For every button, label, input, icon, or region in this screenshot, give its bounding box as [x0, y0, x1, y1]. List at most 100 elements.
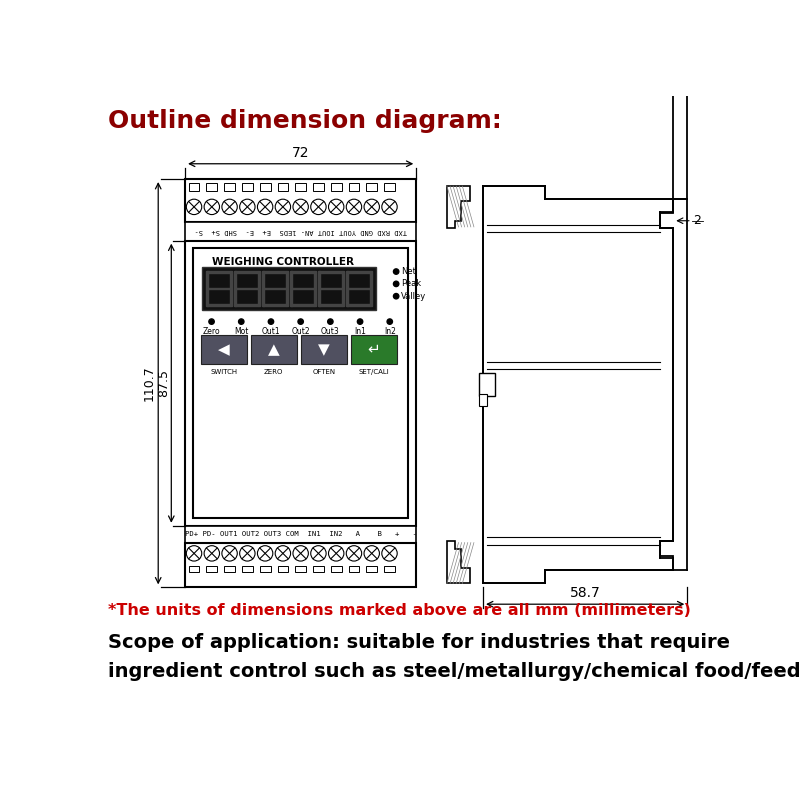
- Bar: [291, 270, 314, 273]
- Circle shape: [394, 281, 399, 286]
- Bar: [185, 526, 416, 542]
- Bar: [185, 222, 416, 241]
- Text: Valley: Valley: [401, 292, 426, 301]
- Text: Mot: Mot: [234, 327, 249, 336]
- Bar: [206, 183, 218, 190]
- Circle shape: [238, 319, 244, 324]
- Bar: [235, 287, 258, 290]
- Text: Peak: Peak: [401, 279, 421, 288]
- Bar: [263, 287, 286, 290]
- Circle shape: [293, 546, 308, 561]
- Bar: [278, 566, 288, 572]
- Bar: [290, 270, 315, 306]
- Bar: [258, 270, 259, 289]
- Text: Out2: Out2: [291, 327, 310, 336]
- Circle shape: [204, 546, 219, 561]
- Bar: [242, 183, 253, 190]
- Bar: [318, 289, 320, 306]
- Bar: [349, 566, 359, 572]
- Bar: [260, 183, 270, 190]
- Bar: [250, 334, 297, 364]
- Text: 58.7: 58.7: [570, 586, 601, 600]
- Bar: [262, 289, 264, 306]
- Circle shape: [394, 269, 399, 274]
- Circle shape: [382, 546, 398, 561]
- Circle shape: [387, 319, 393, 324]
- Circle shape: [268, 319, 274, 324]
- Text: Out3: Out3: [321, 327, 340, 336]
- Circle shape: [258, 199, 273, 214]
- Bar: [370, 289, 371, 306]
- Circle shape: [364, 546, 379, 561]
- Bar: [347, 304, 370, 306]
- Circle shape: [275, 199, 290, 214]
- Bar: [313, 566, 324, 572]
- Bar: [234, 270, 236, 289]
- Circle shape: [293, 199, 308, 214]
- Bar: [370, 270, 371, 289]
- Text: ZERO: ZERO: [264, 369, 283, 374]
- Bar: [479, 394, 487, 406]
- Bar: [384, 183, 395, 190]
- Bar: [286, 289, 287, 306]
- Circle shape: [329, 546, 344, 561]
- Bar: [350, 334, 397, 364]
- Circle shape: [186, 199, 202, 214]
- Bar: [319, 270, 342, 273]
- Circle shape: [186, 546, 202, 561]
- Text: PD+ PD- OUT1 OUT2 OUT3 COM  IN1  IN2   A    B   +   -: PD+ PD- OUT1 OUT2 OUT3 COM IN1 IN2 A B +…: [185, 531, 417, 537]
- Polygon shape: [447, 541, 470, 583]
- Text: ingredient control such as steel/metallurgy/chemical food/feed: ingredient control such as steel/metallu…: [108, 662, 800, 682]
- Bar: [314, 289, 315, 306]
- Bar: [230, 289, 232, 306]
- Bar: [342, 270, 343, 289]
- Bar: [206, 566, 218, 572]
- Bar: [347, 287, 370, 290]
- Circle shape: [222, 546, 238, 561]
- Bar: [224, 566, 235, 572]
- Bar: [384, 566, 395, 572]
- Text: ↵: ↵: [367, 342, 380, 357]
- Bar: [301, 334, 347, 364]
- Bar: [291, 304, 314, 306]
- Bar: [262, 270, 264, 289]
- Bar: [290, 270, 292, 289]
- Circle shape: [394, 294, 399, 299]
- Circle shape: [275, 546, 290, 561]
- Text: In2: In2: [384, 327, 396, 336]
- Text: ◀: ◀: [218, 342, 230, 357]
- Bar: [262, 270, 287, 306]
- Bar: [234, 289, 236, 306]
- Polygon shape: [447, 186, 470, 229]
- Bar: [189, 183, 199, 190]
- Circle shape: [298, 319, 303, 324]
- Text: Out1: Out1: [262, 327, 280, 336]
- Bar: [319, 287, 342, 290]
- Bar: [234, 270, 259, 306]
- Bar: [319, 304, 342, 306]
- Text: Zero: Zero: [202, 327, 220, 336]
- Text: Scope of application: suitable for industries that require: Scope of application: suitable for indus…: [108, 634, 730, 652]
- Text: 87.5: 87.5: [157, 370, 170, 398]
- Bar: [295, 183, 306, 190]
- Bar: [193, 249, 409, 518]
- Bar: [349, 183, 359, 190]
- Circle shape: [346, 546, 362, 561]
- Text: ▲: ▲: [268, 342, 279, 357]
- Bar: [207, 304, 230, 306]
- Circle shape: [328, 319, 333, 324]
- Bar: [206, 270, 208, 289]
- Bar: [258, 289, 259, 306]
- Text: 72: 72: [292, 146, 310, 160]
- Bar: [235, 270, 258, 273]
- Bar: [206, 270, 232, 306]
- Text: Net: Net: [401, 267, 416, 276]
- Bar: [347, 270, 370, 273]
- Bar: [201, 334, 246, 364]
- Circle shape: [222, 199, 238, 214]
- Bar: [674, 199, 687, 570]
- Bar: [242, 566, 253, 572]
- Circle shape: [204, 199, 219, 214]
- Circle shape: [209, 319, 214, 324]
- Bar: [342, 289, 343, 306]
